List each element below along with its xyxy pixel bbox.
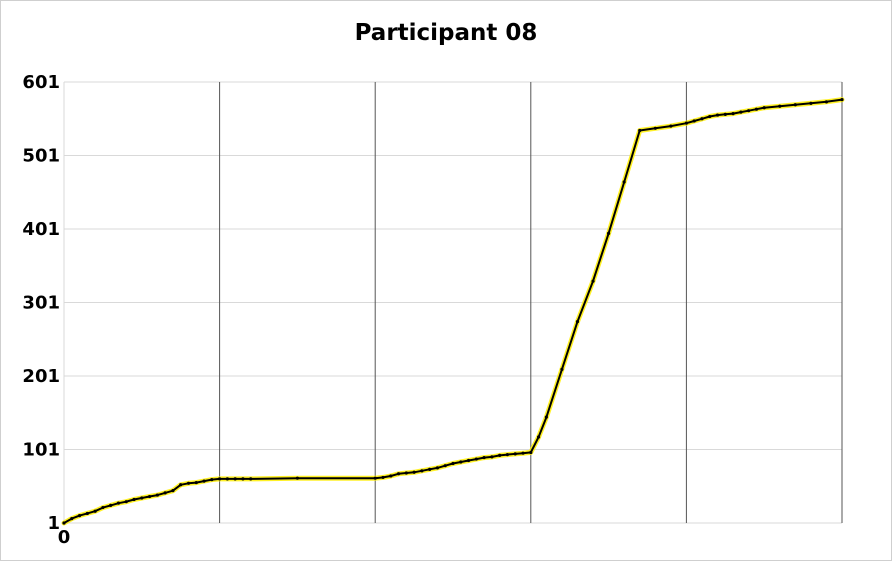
data-point	[132, 497, 136, 502]
data-point	[824, 100, 829, 104]
data-point	[194, 480, 198, 485]
data-point	[373, 476, 377, 480]
data-point	[443, 464, 447, 468]
data-point	[723, 112, 727, 116]
data-point	[147, 494, 152, 499]
data-point	[435, 466, 440, 470]
data-point	[249, 477, 253, 481]
data-point	[62, 521, 66, 525]
y-tick-label: 601	[22, 72, 60, 93]
data-point	[747, 109, 751, 113]
data-point	[171, 489, 175, 493]
y-tick-label: 1	[47, 513, 60, 534]
data-point	[684, 121, 689, 125]
data-point	[669, 124, 673, 128]
data-point	[622, 180, 626, 184]
data-point	[241, 477, 245, 481]
data-point	[210, 478, 214, 482]
data-point	[474, 457, 478, 461]
data-point	[754, 107, 759, 111]
data-point	[536, 435, 541, 439]
series-line	[63, 98, 843, 524]
data-point	[93, 509, 97, 513]
data-point	[155, 493, 159, 497]
y-tick-label: 101	[22, 440, 60, 461]
data-point	[809, 101, 813, 105]
data-point	[109, 503, 113, 507]
data-point	[70, 516, 74, 521]
data-point	[498, 453, 502, 457]
data-point	[591, 279, 595, 283]
data-point	[77, 514, 82, 518]
data-point	[505, 453, 510, 457]
chart-title: Participant 08	[354, 20, 538, 46]
data-point	[715, 113, 720, 117]
x-tick-label: 0	[58, 527, 71, 548]
data-point	[295, 476, 299, 480]
data-point	[85, 511, 89, 516]
series-highlight	[61, 97, 845, 526]
data-point	[428, 467, 432, 471]
data-point	[404, 471, 408, 475]
data-point	[101, 505, 105, 510]
data-point	[638, 128, 642, 133]
data-point	[381, 475, 385, 480]
data-point	[396, 472, 401, 476]
data-point	[140, 496, 144, 500]
data-point	[490, 455, 494, 459]
data-point	[700, 117, 704, 121]
data-point	[653, 126, 657, 130]
y-tick-label: 201	[22, 366, 60, 387]
data-point	[186, 481, 191, 485]
data-point	[513, 452, 517, 456]
y-tick-label: 301	[22, 293, 60, 314]
data-point	[225, 477, 229, 481]
data-point	[202, 479, 206, 483]
data-point	[466, 458, 471, 463]
data-point	[544, 415, 548, 419]
data-point	[233, 477, 237, 481]
data-point	[482, 455, 486, 460]
data-point	[459, 460, 463, 464]
data-point	[778, 104, 782, 108]
data-point	[218, 477, 222, 481]
data-point	[731, 112, 735, 116]
data-point	[163, 491, 167, 495]
data-point	[840, 98, 844, 102]
data-point	[708, 114, 712, 119]
data-point	[420, 469, 424, 473]
data-point	[607, 231, 611, 236]
data-point	[116, 501, 121, 505]
data-point	[529, 450, 533, 455]
data-point	[124, 500, 128, 504]
y-tick-label: 501	[22, 146, 60, 167]
data-point	[762, 106, 766, 110]
y-tick-label: 401	[22, 219, 60, 240]
data-point	[575, 320, 580, 324]
data-point	[451, 461, 455, 466]
data-point	[521, 451, 525, 455]
data-point	[412, 470, 416, 474]
data-point	[560, 367, 564, 371]
data-point	[692, 119, 696, 123]
data-point	[389, 474, 393, 478]
data-point	[739, 110, 743, 114]
data-point	[179, 483, 183, 487]
data-point	[793, 103, 797, 107]
